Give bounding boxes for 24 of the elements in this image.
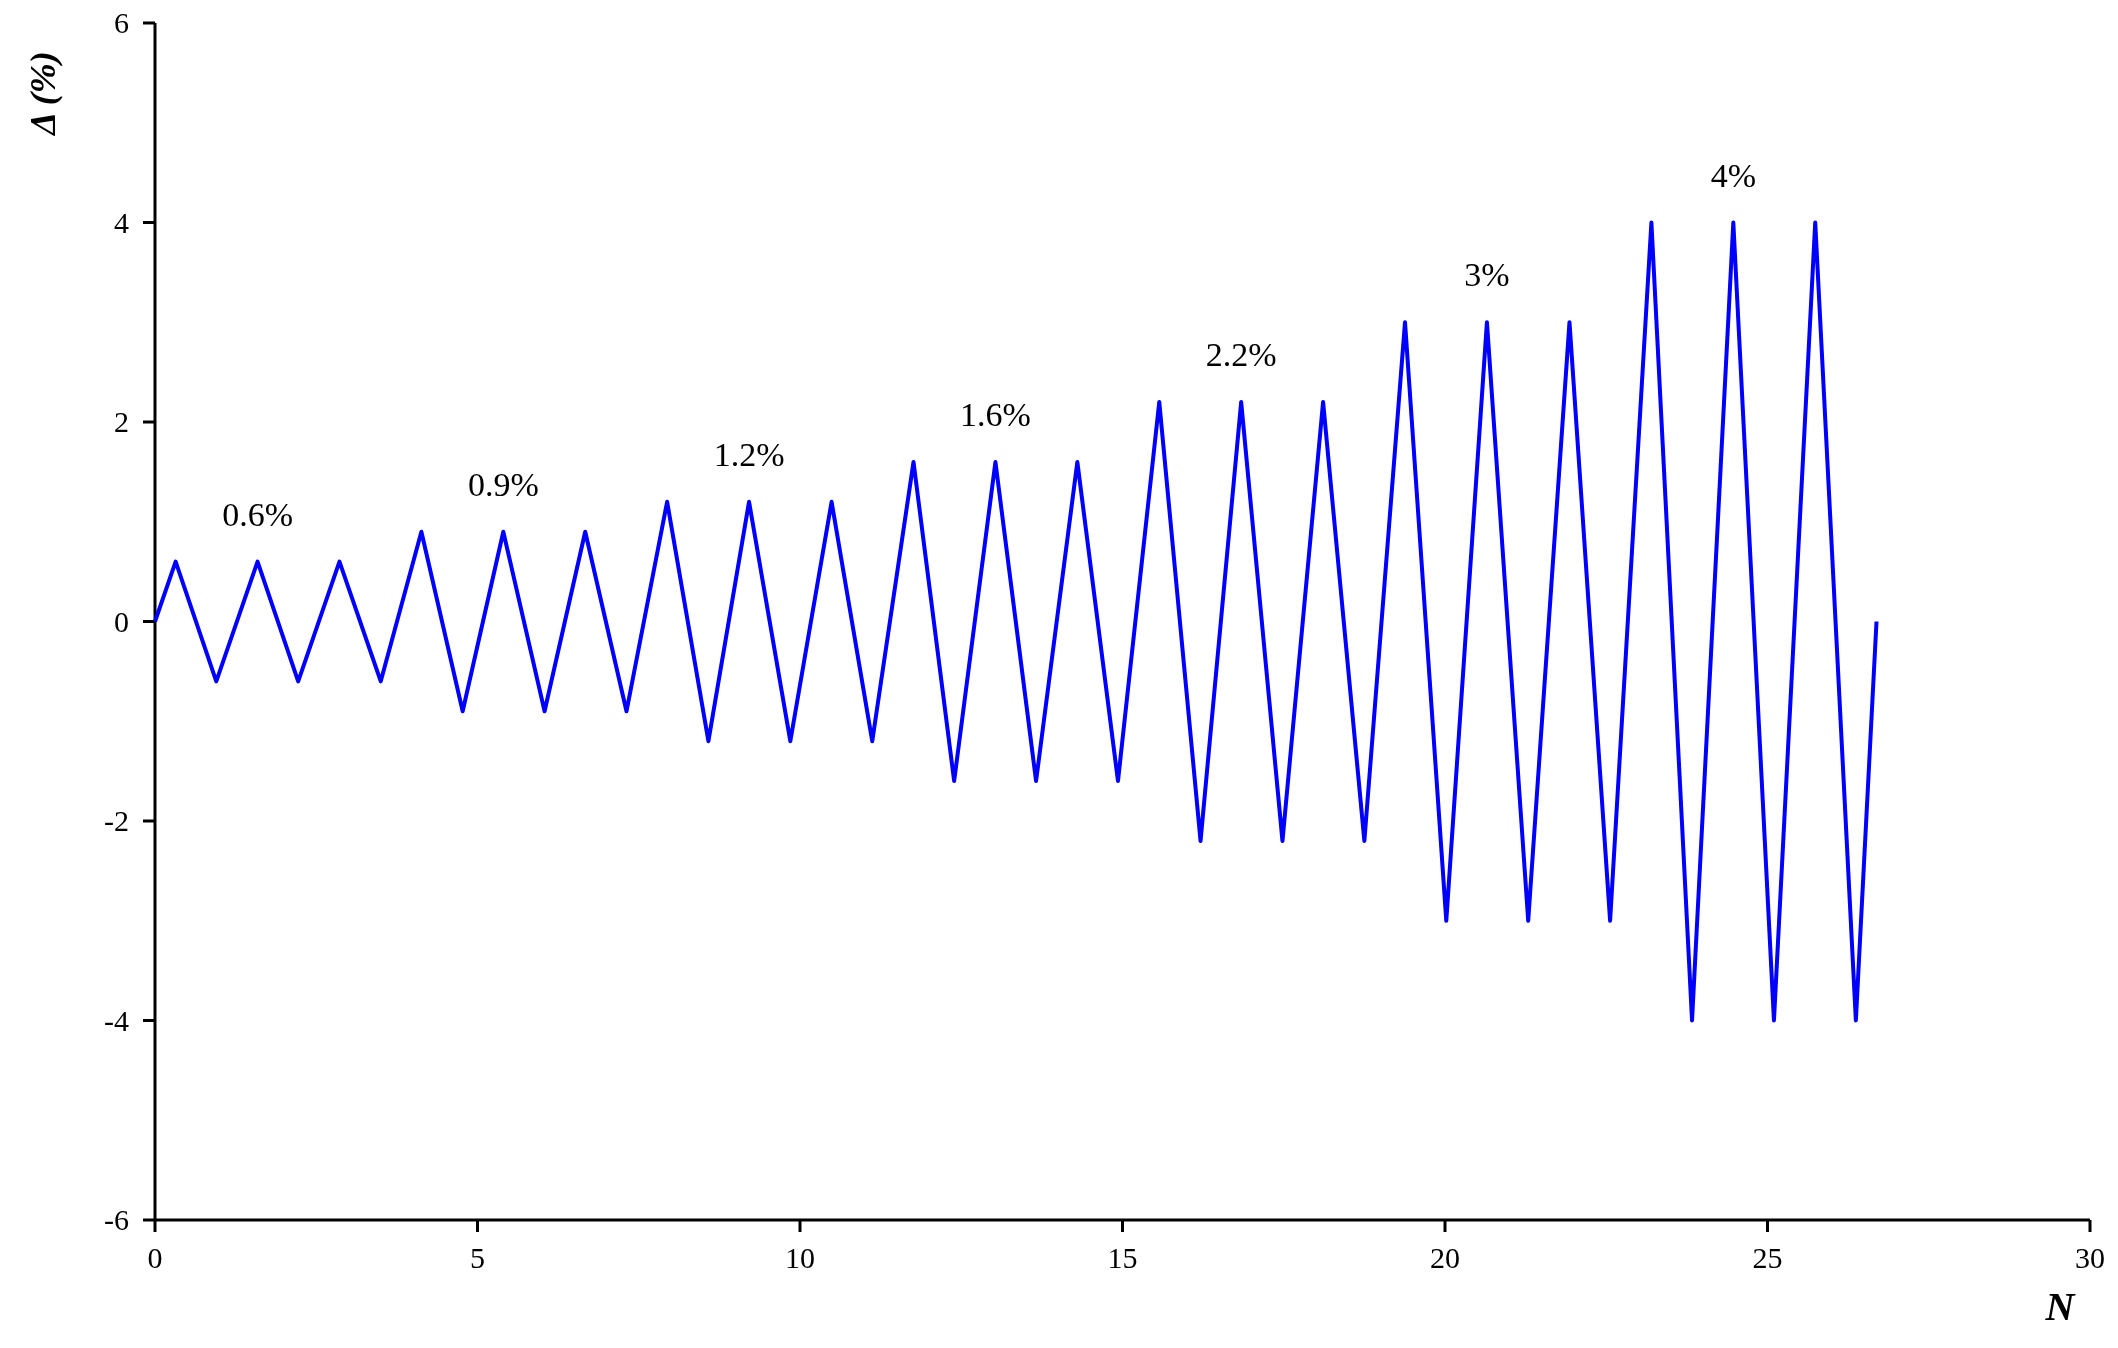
y-tick-label: -6 [104,1203,129,1236]
annotation: 0.6% [222,495,293,533]
y-tick-label: 0 [114,604,129,638]
y-tick-label: -2 [104,804,129,837]
y-tick-label: 2 [114,405,129,438]
x-tick-label: 20 [1430,1241,1460,1274]
x-tick-label: 10 [785,1241,815,1274]
x-tick-label: 0 [147,1241,163,1274]
y-tick-label: 4 [114,205,129,239]
x-axis-title: N [2044,1284,2077,1329]
annotation: 0.9% [467,465,539,503]
line-series [153,220,1879,1023]
x-tick-label: 30 [2075,1241,2105,1274]
y-axis-title: Δ (%) [23,51,63,137]
annotation: 3% [1464,256,1510,294]
y-tick-label: 6 [114,6,129,39]
annotation: 1.6% [960,395,1031,433]
y-tick-label: -4 [104,1003,129,1037]
annotation: 1.2% [713,435,785,473]
annotation: 4% [1710,156,1756,194]
x-tick-label: 25 [1752,1241,1783,1274]
annotation: 2.2% [1205,336,1277,374]
x-tick-label: 15 [1107,1241,1138,1274]
x-tick-label: 5 [470,1241,485,1274]
